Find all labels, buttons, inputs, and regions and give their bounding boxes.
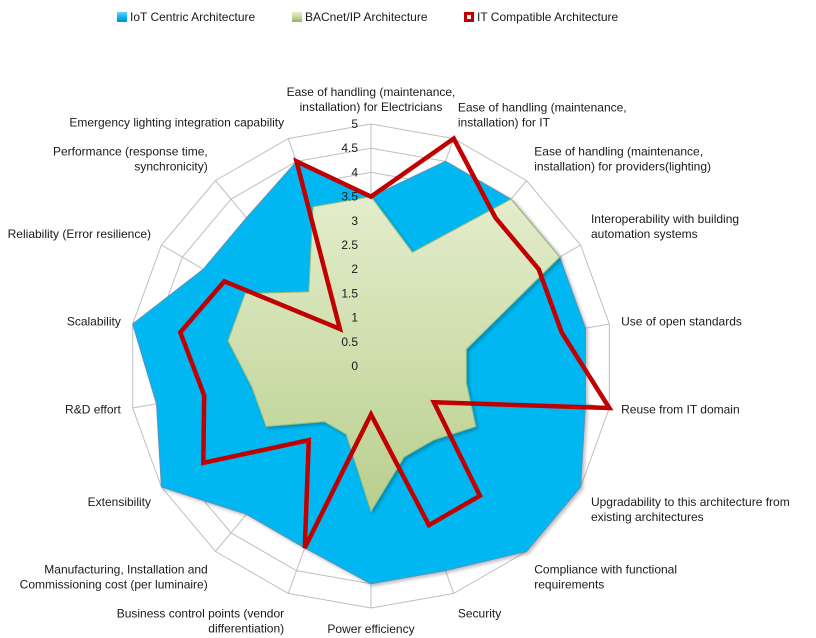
category-label: Business control points (vendor different… — [117, 607, 284, 636]
r-tick-label: 5 — [351, 117, 358, 131]
legend: IoT Centric Architecture BACnet/IP Archi… — [0, 8, 816, 28]
r-tick-label: 0.5 — [341, 335, 358, 349]
r-tick-label: 1.5 — [341, 286, 358, 300]
category-label: Security — [458, 607, 501, 621]
category-label: Manufacturing, Installation and Commissio… — [20, 563, 208, 592]
category-label: Emergency lighting integration capabilit… — [69, 115, 284, 129]
series-it-line — [177, 135, 614, 549]
category-label: Use of open standards — [621, 314, 742, 328]
radar-labels: 0 0.5 1 1.5 2 2.5 3 3.5 4 4.5 5 Ease of handling (m… — [8, 85, 790, 636]
legend-label-bacnet: BACnet/IP Architecture — [305, 10, 428, 24]
r-tick-label: 0 — [351, 359, 358, 373]
category-label: Compliance with functional requirements — [534, 563, 677, 592]
r-tick-label: 4.5 — [341, 141, 358, 155]
category-label: Interoperability with building automation… — [591, 212, 739, 241]
category-label: Upgradability to this architecture from e… — [591, 495, 790, 524]
category-label: Ease of handling (maintenance, installati… — [458, 100, 627, 129]
r-tick-label: 4 — [351, 165, 358, 179]
category-label: Performance (response time, synchronicity… — [53, 144, 208, 173]
legend-label-iot: IoT Centric Architecture — [130, 10, 256, 24]
r-tick-label: 2.5 — [341, 238, 358, 252]
r-tick-label: 1 — [351, 311, 358, 325]
category-label: Reuse from IT domain — [621, 403, 740, 417]
category-label: R&D effort — [65, 403, 121, 417]
legend-item-it: IT Compatible Architecture — [464, 10, 618, 24]
series-bacnet-area — [227, 196, 561, 513]
category-label: Power efficiency — [327, 622, 414, 636]
category-label: Ease of handling (maintenance, installati… — [287, 85, 456, 114]
legend-swatch-bacnet — [292, 12, 302, 22]
category-label: Reliability (Error resilience) — [8, 227, 151, 241]
legend-item-iot: IoT Centric Architecture — [117, 10, 255, 24]
category-label: Extensibility — [88, 495, 151, 509]
legend-label-it: IT Compatible Architecture — [477, 10, 619, 24]
radar-series — [132, 135, 614, 585]
r-tick-label: 2 — [351, 262, 358, 276]
legend-swatch-iot — [117, 12, 127, 22]
r-tick-label: 3 — [351, 214, 358, 228]
legend-swatch-it — [464, 12, 474, 22]
category-label: Scalability — [67, 314, 121, 328]
category-label: Ease of handling (maintenance, installati… — [534, 144, 711, 173]
legend-item-bacnet: BACnet/IP Architecture — [292, 10, 428, 24]
r-tick-label: 3.5 — [341, 190, 358, 204]
